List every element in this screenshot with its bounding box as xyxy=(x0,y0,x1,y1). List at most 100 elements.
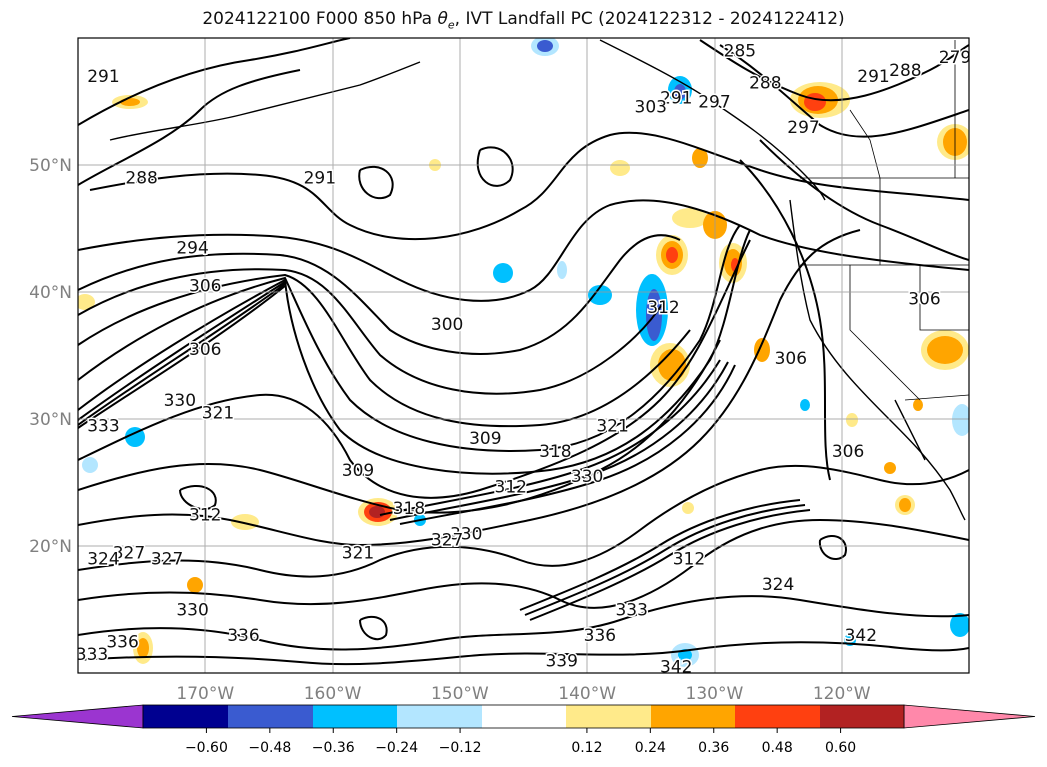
contour-label: 300 xyxy=(431,315,463,335)
lon-label: 150°W xyxy=(431,684,489,704)
shade-blob xyxy=(231,514,259,530)
contour-line xyxy=(179,485,217,510)
contour-line xyxy=(78,273,691,428)
map-frame xyxy=(77,37,970,674)
contour-label: 309 xyxy=(342,461,374,481)
contour-label: 306 xyxy=(775,349,807,369)
contour-label: 327 xyxy=(113,543,145,563)
contour-label: 279 xyxy=(939,48,971,68)
shade-blob xyxy=(927,336,963,364)
contour-line xyxy=(78,199,969,302)
us-mexico-border xyxy=(904,394,969,401)
contour-line xyxy=(699,39,969,102)
colorbar-bin xyxy=(482,705,566,728)
contour-label: 306 xyxy=(189,340,221,360)
shade-blob xyxy=(682,502,694,514)
shade-blob xyxy=(557,261,567,279)
contour-label: 306 xyxy=(189,277,221,297)
contour-line xyxy=(78,268,666,395)
contour-label: 291 xyxy=(660,89,692,109)
contour-line xyxy=(359,615,388,641)
contour-label: 330 xyxy=(571,467,603,487)
shade-blob xyxy=(187,577,203,593)
contour-label: 327 xyxy=(431,531,463,551)
lat-label: 30°N xyxy=(29,410,72,430)
contour-label: 306 xyxy=(832,442,864,462)
colorbar-tick-label: 0.24 xyxy=(635,740,666,756)
contour-label: 336 xyxy=(106,632,138,652)
colorbar-bin xyxy=(397,705,482,728)
colorbar-tick-label: 0.12 xyxy=(571,740,602,756)
shade-blob xyxy=(588,285,612,305)
shade-blob xyxy=(952,404,969,436)
title-prefix: 2024122100 F000 850 hPa xyxy=(202,9,438,29)
shade-blob xyxy=(672,208,708,228)
shade-blob xyxy=(846,413,858,427)
colorbar-extend-low xyxy=(11,704,144,729)
contour-line xyxy=(89,131,969,241)
colorbar-bin xyxy=(143,705,228,728)
lat-label: 50°N xyxy=(29,156,72,176)
contour-label: 312 xyxy=(647,298,679,318)
contour-line xyxy=(476,146,514,187)
colorbar-extend-high xyxy=(903,704,1036,729)
aleutian-coast xyxy=(109,61,421,141)
lon-label: 140°W xyxy=(558,684,616,704)
shade-blob xyxy=(120,98,140,106)
shade-blob xyxy=(537,40,553,52)
colorbar-bin xyxy=(566,705,651,728)
contour-line xyxy=(78,234,681,355)
colorbar-frame xyxy=(142,704,905,729)
contour-label: 288 xyxy=(125,169,157,189)
shade-blob xyxy=(899,498,911,512)
shade-blob xyxy=(674,84,686,100)
contour-label: 330 xyxy=(450,524,482,544)
colorbar-tick-label: 0.48 xyxy=(762,740,793,756)
colorbar-ticks: −0.60 −0.48 −0.36 −0.24 −0.12 0.12 0.24 0.36 0.4… xyxy=(185,728,856,756)
contour-line xyxy=(379,359,736,525)
contour-label: 342 xyxy=(660,658,692,678)
shade-blob xyxy=(800,399,810,411)
colorbar-tick-label: −0.48 xyxy=(248,740,291,756)
contour-label: 297 xyxy=(698,93,730,113)
colorbar-tick-label: −0.24 xyxy=(375,740,418,756)
shade-blob xyxy=(78,294,95,310)
contour-label: 285 xyxy=(724,42,756,62)
contour-label: 324 xyxy=(87,550,119,570)
lon-label: 160°W xyxy=(304,684,362,704)
colorbar-tick-label: −0.60 xyxy=(185,740,228,756)
contour-label: 318 xyxy=(539,442,571,462)
contour-label: 291 xyxy=(857,67,889,87)
contour-line xyxy=(78,239,751,499)
lat-label: 20°N xyxy=(29,537,72,557)
contour-line xyxy=(78,281,286,429)
colorbar: −0.60 −0.48 −0.36 −0.24 −0.12 0.12 0.24 0.36 0.4… xyxy=(11,704,1036,756)
contour-label: 291 xyxy=(304,169,336,189)
north-america-coast xyxy=(789,199,966,521)
contour-label: 333 xyxy=(76,645,108,665)
contour-line xyxy=(358,165,394,200)
contour-label: 336 xyxy=(584,626,616,646)
contour-label: 327 xyxy=(151,550,183,570)
baja-coast xyxy=(894,399,926,461)
contour-label: 291 xyxy=(87,67,119,87)
shade-blob xyxy=(754,338,770,362)
contour-line xyxy=(519,499,811,621)
contour-label: 297 xyxy=(787,118,819,138)
contour-line xyxy=(78,641,969,666)
lon-label: 130°W xyxy=(686,684,744,704)
lon-label: 120°W xyxy=(813,684,871,704)
colorbar-tick-label: 0.36 xyxy=(698,740,729,756)
contour-label: 294 xyxy=(176,239,208,259)
gridlines xyxy=(78,38,969,673)
shade-blob xyxy=(950,613,969,637)
map-title: 2024122100 F000 850 hPa θe, IVT Landfall… xyxy=(0,9,1047,31)
colorbar-tick-label: −0.36 xyxy=(312,740,355,756)
latitude-labels: 50°N 40°N 30°N 20°N xyxy=(29,156,72,557)
contour-label: 324 xyxy=(762,575,794,595)
title-theta: θ xyxy=(437,9,448,29)
shade-blob xyxy=(884,462,896,474)
